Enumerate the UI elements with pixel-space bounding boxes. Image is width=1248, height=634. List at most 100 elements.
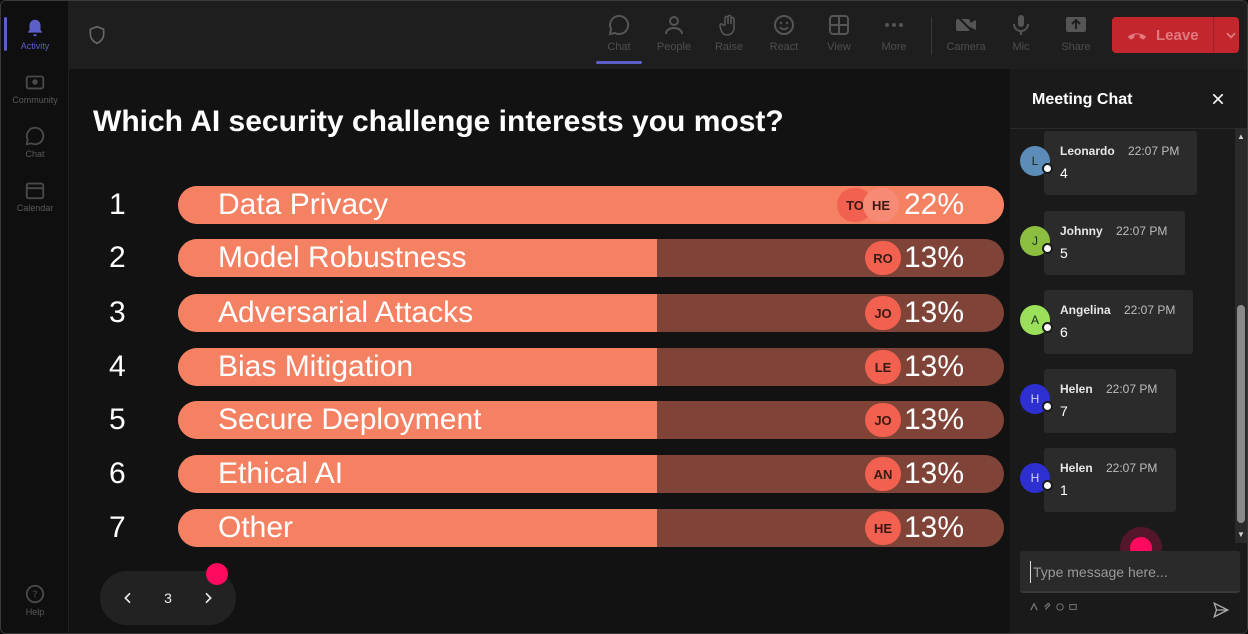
toolbar-more-button[interactable]: More — [869, 11, 919, 61]
message-sender: Helen — [1060, 382, 1093, 396]
toolbar-button-label: React — [769, 41, 799, 53]
message-sender: Helen — [1060, 461, 1093, 475]
chat-message[interactable]: Helen 22:07 PM 1 — [1044, 448, 1176, 512]
toolbar-divider — [931, 17, 932, 55]
chevron-right-icon[interactable] — [200, 590, 216, 606]
avatar-initial: H — [1030, 471, 1040, 485]
poll-option-bar: Ethical AI AN 13% — [178, 455, 1004, 493]
toolbar-people-button[interactable]: People — [649, 11, 699, 61]
scroll-down-icon[interactable]: ▼ — [1237, 530, 1245, 539]
voter-avatar: JO — [865, 296, 901, 330]
presence-status — [1042, 322, 1053, 333]
poll-option-label: Secure Deployment — [218, 403, 482, 436]
message-time: 22:07 PM — [1116, 224, 1168, 238]
presence-status — [1042, 480, 1053, 491]
message-time: 22:07 PM — [1128, 144, 1180, 158]
chevron-down-icon[interactable] — [1224, 28, 1238, 42]
chat-message-list[interactable]: Leonardo 22:07 PM 4 L Johnny 22:07 PM 5 J Angeli… — [1010, 129, 1235, 543]
toolbar-react-button[interactable]: React — [759, 11, 809, 61]
poll-option-number: 1 — [109, 188, 126, 221]
poll-option-number: 6 — [109, 457, 126, 490]
left-rail: Activity Community Chat Calendar ? Help — [1, 1, 69, 633]
send-icon[interactable] — [1212, 601, 1230, 619]
chevron-left-icon[interactable] — [120, 590, 136, 606]
poll-option-label: Bias Mitigation — [218, 350, 414, 383]
scroll-thumb[interactable] — [1237, 305, 1245, 523]
bell-icon — [27, 19, 43, 37]
rail-item-community[interactable]: Community — [1, 63, 69, 113]
poll-option-label: Data Privacy — [218, 188, 389, 221]
avatar[interactable]: L — [1020, 146, 1053, 176]
presence-status — [1042, 243, 1053, 254]
avatar-initial: A — [1030, 313, 1039, 327]
poll-option-fill — [178, 401, 657, 439]
poll-option-fill — [178, 455, 657, 493]
message-time: 22:07 PM — [1106, 382, 1158, 396]
presence-status — [1042, 401, 1053, 412]
poll-option-number: 7 — [109, 511, 126, 544]
voter-avatar: RO — [865, 241, 901, 275]
attach-icon[interactable] — [1043, 603, 1051, 611]
toolbar-mic-button[interactable]: Mic — [996, 11, 1046, 61]
leave-label: Leave — [1156, 26, 1199, 44]
poll-option-bar: Adversarial Attacks JO 13% — [178, 294, 1004, 332]
chat-message-input[interactable] — [1030, 561, 1230, 583]
poll-option-bar: Secure Deployment JO 13% — [178, 401, 1004, 439]
chat-scrollbar[interactable]: ▲ ▼ — [1235, 129, 1247, 543]
message-text: 5 — [1060, 245, 1068, 261]
message-text: 4 — [1060, 165, 1068, 181]
avatar[interactable]: J — [1020, 226, 1053, 256]
presence-status — [1042, 163, 1053, 174]
format-icon[interactable] — [1030, 603, 1038, 611]
rail-item-help[interactable]: ? Help — [1, 575, 69, 625]
toolbar-button-label: Camera — [946, 41, 986, 53]
avatar[interactable]: A — [1020, 305, 1053, 335]
emoji-icon[interactable] — [1056, 603, 1064, 611]
toolbar-share-button[interactable]: Share — [1051, 11, 1101, 61]
chat-icon — [25, 126, 45, 146]
poll-option-percent: 13% — [903, 241, 964, 274]
poll-option-number: 5 — [109, 403, 126, 436]
poll-option-row: 6 Ethical AI AN 13% — [69, 455, 1010, 493]
leave-divider — [1212, 17, 1214, 53]
poll-option-fill — [178, 239, 657, 277]
meeting-toolbar: Chat People Raise React View More Camera — [69, 1, 1247, 69]
rail-item-label: Help — [25, 607, 45, 617]
poll-option-fill — [178, 348, 657, 386]
voter-avatar: LE — [865, 350, 901, 384]
camera-off-icon — [956, 15, 976, 35]
rail-item-activity[interactable]: Activity — [1, 9, 69, 59]
toolbar-camera-button[interactable]: Camera — [941, 11, 991, 61]
avatar[interactable]: H — [1020, 384, 1053, 414]
rail-item-calendar[interactable]: Calendar — [1, 171, 69, 221]
poll-option-percent: 13% — [903, 511, 964, 544]
chat-compose-box[interactable] — [1020, 551, 1240, 593]
smile-icon — [774, 15, 794, 35]
voter-avatar: AN — [865, 457, 901, 491]
leave-button[interactable]: Leave — [1112, 17, 1239, 53]
poll-option-row: 2 Model Robustness RO 13% — [69, 239, 1010, 277]
scroll-up-icon[interactable]: ▲ — [1237, 132, 1245, 141]
avatar-initial: L — [1031, 154, 1039, 168]
avatar[interactable]: H — [1020, 463, 1053, 493]
toolbar-button-label: People — [656, 41, 692, 53]
poll-option-row: 5 Secure Deployment JO 13% — [69, 401, 1010, 439]
poll-option-number: 4 — [109, 350, 126, 383]
toolbar-raise-button[interactable]: Raise — [704, 11, 754, 61]
chat-message[interactable]: Johnny 22:07 PM 5 — [1044, 211, 1185, 275]
chat-message[interactable]: Leonardo 22:07 PM 4 — [1044, 131, 1197, 195]
chat-title: Meeting Chat — [1032, 91, 1133, 108]
poll-option-row: 1 Data Privacy TO HE 22% — [69, 186, 1010, 224]
chat-message[interactable]: Helen 22:07 PM 7 — [1044, 369, 1176, 433]
toolbar-chat-button[interactable]: Chat — [594, 11, 644, 64]
close-icon[interactable] — [1210, 91, 1226, 107]
shield-icon[interactable] — [87, 25, 107, 45]
toolbar-view-button[interactable]: View — [814, 11, 864, 61]
chat-message[interactable]: Angelina 22:07 PM 6 — [1044, 290, 1193, 354]
grid-icon — [829, 15, 849, 35]
gif-icon[interactable] — [1069, 603, 1077, 611]
poll-option-percent: 13% — [903, 457, 964, 490]
rail-item-chat[interactable]: Chat — [1, 117, 69, 167]
message-text: 6 — [1060, 324, 1068, 340]
message-text: 1 — [1060, 482, 1068, 498]
